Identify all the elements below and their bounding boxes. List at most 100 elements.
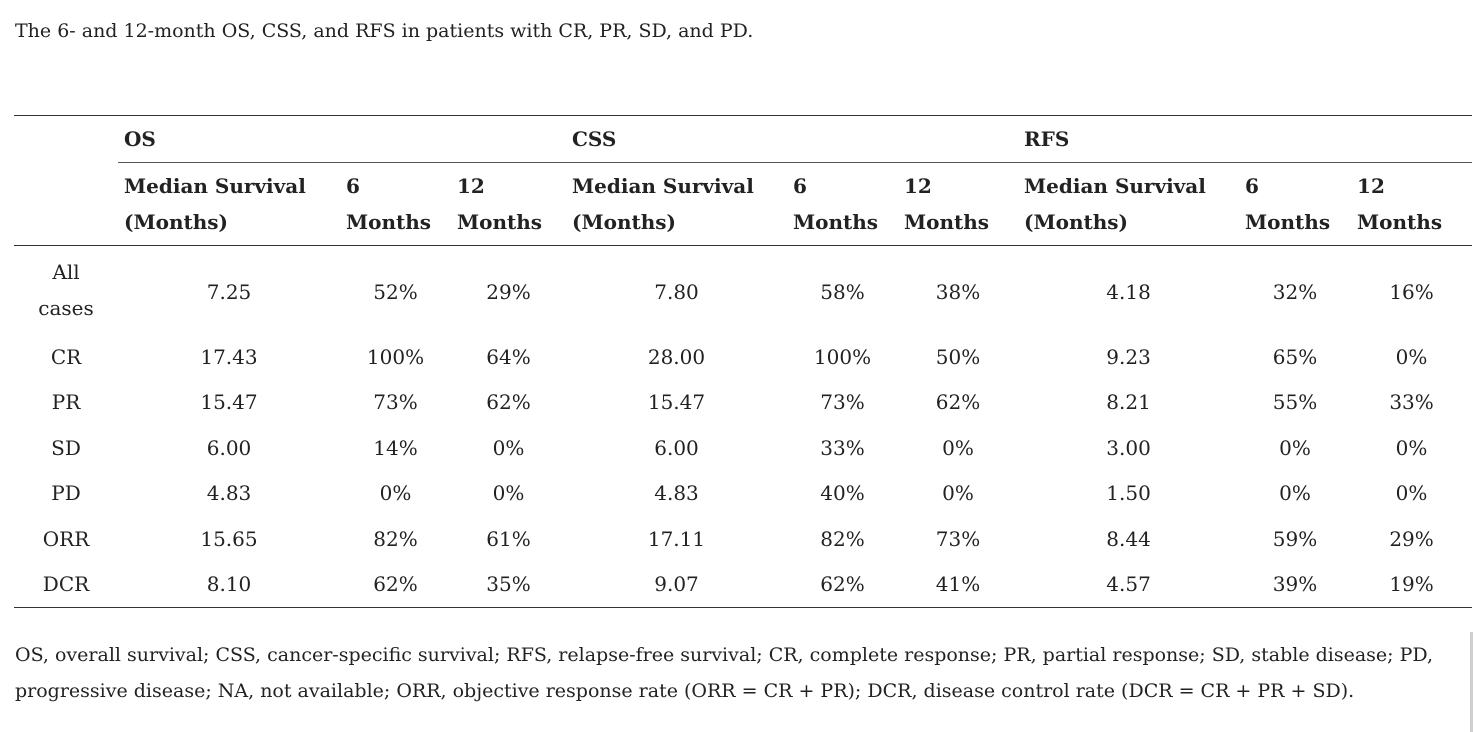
cell-os-6: 14% <box>373 435 418 460</box>
cell-css-6: 40% <box>820 481 865 506</box>
cell-rfs-median: 4.57 <box>1106 572 1151 597</box>
table-header: OS CSS RFS Median Survival (Months) 6 Month… <box>14 115 1473 246</box>
cell-css-12: 50% <box>935 344 981 369</box>
rfs-12-months-header: 12 Months <box>1351 163 1472 246</box>
group-header-rfs: RFS <box>1018 115 1473 163</box>
row-label: PR <box>51 390 81 415</box>
css-median-header: Median Survival (Months) <box>566 163 787 246</box>
cell-rfs-12: 29% <box>1389 526 1434 551</box>
row-label: PD <box>51 481 81 506</box>
cell-os-12: 62% <box>486 390 531 415</box>
sub-header-row: Median Survival (Months) 6 Months 12 Months Me… <box>14 163 1472 246</box>
cell-os-12: 0% <box>492 435 525 460</box>
cell-os-6: 62% <box>373 572 418 597</box>
cell-os-median: 4.83 <box>206 481 252 506</box>
cell-os-6: 0% <box>379 481 412 506</box>
header-line: 6 <box>346 174 360 198</box>
header-line: Months <box>346 210 432 234</box>
group-header-row: OS CSS RFS <box>14 115 1473 163</box>
header-line: Median Survival <box>124 174 306 198</box>
cell-rfs-6: 39% <box>1272 572 1318 597</box>
cell-rfs-median: 1.50 <box>1106 481 1151 506</box>
corner-cell-sub <box>14 163 118 246</box>
cell-os-12: 35% <box>486 572 531 597</box>
cell-css-median: 15.47 <box>647 390 706 415</box>
cell-os-12: 64% <box>486 344 531 369</box>
table-row: ORR 15.65 82% 61% 17.11 82% 73% 8.44 59% 29% <box>14 516 1472 562</box>
cell-os-6: 73% <box>373 390 418 415</box>
css-12-months-header: 12 Months <box>898 163 1018 246</box>
header-line: 12 <box>904 174 932 198</box>
cell-css-median: 7.80 <box>654 280 699 304</box>
header-line: (Months) <box>572 210 676 234</box>
cell-os-median: 15.65 <box>200 526 258 551</box>
cell-css-6: 58% <box>820 280 865 304</box>
cell-os-6: 82% <box>373 526 418 551</box>
cell-rfs-12: 0% <box>1395 481 1428 506</box>
header-line: Median Survival <box>1024 174 1206 198</box>
cell-rfs-12: 0% <box>1395 344 1428 369</box>
cell-css-6: 82% <box>820 526 865 551</box>
os-median-header: Median Survival (Months) <box>118 163 340 246</box>
cell-rfs-6: 0% <box>1279 481 1311 506</box>
table-row: PD 4.83 0% 0% 4.83 40% 0% 1.50 0% 0% <box>14 471 1472 517</box>
table-footnote: OS, overall survival; CSS, cancer-specif… <box>15 644 1433 702</box>
cell-rfs-12: 16% <box>1389 280 1434 304</box>
table-row: CR 17.43 100% 64% 28.00 100% 50% 9.23 65% 0% <box>14 334 1472 380</box>
table-row: SD 6.00 14% 0% 6.00 33% 0% 3.00 0% 0% <box>14 425 1472 471</box>
cell-os-6: 52% <box>373 280 418 304</box>
cell-rfs-median: 8.21 <box>1106 390 1151 415</box>
cell-os-12: 0% <box>492 481 525 506</box>
cell-css-median: 9.07 <box>654 572 699 597</box>
cell-rfs-6: 0% <box>1279 435 1311 460</box>
cell-rfs-6: 55% <box>1272 390 1318 415</box>
row-label: ORR <box>42 526 90 551</box>
survival-table: OS CSS RFS Median Survival (Months) 6 Month… <box>14 115 1473 608</box>
header-line: (Months) <box>124 210 228 234</box>
cell-os-median: 8.10 <box>206 572 252 597</box>
header-line: 12 <box>1357 174 1385 198</box>
cell-rfs-6: 59% <box>1272 526 1318 551</box>
table-row: All cases 7.25 52% 29% 7.80 58% 38% 4.18 32% 16% <box>14 246 1472 335</box>
cell-css-6: 33% <box>820 435 865 460</box>
cell-os-median: 6.00 <box>206 435 252 460</box>
cell-os-median: 7.25 <box>206 280 252 304</box>
header-line: 6 <box>1245 174 1259 198</box>
cell-os-median: 17.43 <box>200 344 258 369</box>
cell-css-12: 0% <box>942 481 974 506</box>
table-body: All cases 7.25 52% 29% 7.80 58% 38% 4.18 32% 16% C… <box>14 245 1473 608</box>
cell-os-median: 15.47 <box>200 390 258 415</box>
cell-css-6: 62% <box>820 572 865 597</box>
header-line: 6 <box>793 174 807 198</box>
survival-table-container: OS CSS RFS Median Survival (Months) 6 Month… <box>14 115 1473 608</box>
row-label: All cases <box>38 260 94 320</box>
cell-rfs-12: 33% <box>1389 390 1434 415</box>
css-6-months-header: 6 Months <box>787 163 898 246</box>
rfs-median-header: Median Survival (Months) <box>1018 163 1239 246</box>
cell-rfs-12: 19% <box>1389 572 1434 597</box>
header-line: Months <box>1245 210 1331 234</box>
cell-rfs-median: 4.18 <box>1106 280 1151 304</box>
cell-css-median: 4.83 <box>654 481 699 506</box>
header-line: Months <box>793 210 879 234</box>
cell-rfs-median: 3.00 <box>1106 435 1151 460</box>
table-caption: The 6- and 12-month OS, CSS, and RFS in … <box>15 20 754 42</box>
scrollbar-edge[interactable] <box>1470 632 1473 732</box>
row-label: CR <box>50 344 82 369</box>
cell-css-median: 17.11 <box>647 526 706 551</box>
group-header-css: CSS <box>566 115 1019 163</box>
cell-css-12: 38% <box>935 280 981 304</box>
header-line: 12 <box>457 174 485 198</box>
rfs-6-months-header: 6 Months <box>1239 163 1351 246</box>
cell-css-12: 41% <box>935 572 981 597</box>
cell-css-median: 6.00 <box>654 435 699 460</box>
cell-os-6: 100% <box>366 344 425 369</box>
table-row: PR 15.47 73% 62% 15.47 73% 62% 8.21 55% 33% <box>14 380 1472 426</box>
corner-cell <box>14 116 118 163</box>
header-line: Months <box>1357 210 1443 234</box>
group-header-os: OS <box>118 115 566 163</box>
header-line: Median Survival <box>572 174 754 198</box>
cell-css-12: 73% <box>935 526 981 551</box>
cell-rfs-6: 32% <box>1272 280 1318 304</box>
row-label: DCR <box>42 572 90 597</box>
